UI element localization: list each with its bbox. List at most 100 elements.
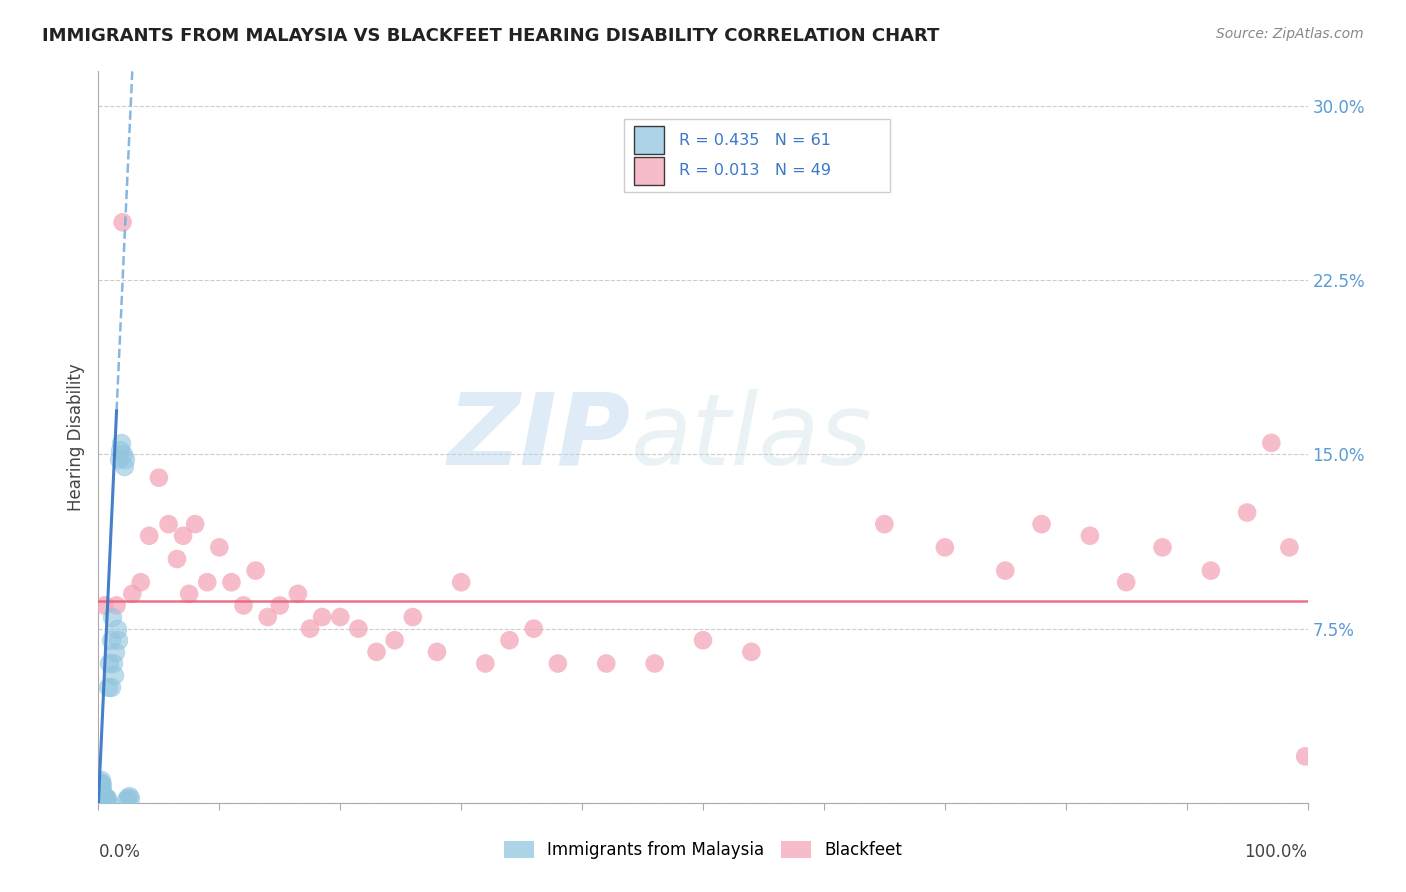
Point xyxy=(96,791,118,805)
Point xyxy=(1294,749,1316,764)
Y-axis label: Hearing Disability: Hearing Disability xyxy=(66,363,84,511)
Point xyxy=(91,793,114,807)
Point xyxy=(91,793,114,807)
Point xyxy=(96,793,118,807)
Point xyxy=(90,791,112,805)
Point xyxy=(644,657,666,671)
Point xyxy=(157,517,180,532)
Point xyxy=(94,791,117,805)
Point xyxy=(111,215,134,229)
Point xyxy=(256,610,278,624)
Point xyxy=(89,784,111,798)
Point xyxy=(148,471,170,485)
Point xyxy=(93,793,115,807)
Point xyxy=(91,791,114,805)
Point xyxy=(402,610,425,624)
Point xyxy=(1278,541,1301,555)
Point xyxy=(498,633,520,648)
Point xyxy=(1031,517,1053,532)
Point xyxy=(384,633,406,648)
Point xyxy=(90,793,112,807)
Point xyxy=(89,787,111,801)
Point xyxy=(91,793,114,807)
Point xyxy=(138,529,160,543)
Point xyxy=(115,793,138,807)
Point xyxy=(89,793,111,807)
Point xyxy=(93,789,115,803)
Point xyxy=(523,622,546,636)
Point xyxy=(91,793,114,807)
Point xyxy=(287,587,309,601)
Point xyxy=(111,448,134,462)
Point xyxy=(195,575,218,590)
Point xyxy=(89,775,111,789)
Point xyxy=(100,610,122,624)
Point xyxy=(934,541,956,555)
Point xyxy=(1236,506,1258,520)
Point xyxy=(595,657,617,671)
Point xyxy=(90,787,112,801)
Point xyxy=(90,781,112,796)
Point xyxy=(269,599,291,613)
Point xyxy=(299,622,322,636)
Point xyxy=(1152,541,1174,555)
Point xyxy=(245,564,267,578)
Point xyxy=(94,793,117,807)
Point xyxy=(100,633,122,648)
Point xyxy=(90,793,112,807)
Point xyxy=(347,622,370,636)
Point xyxy=(90,784,112,798)
Point xyxy=(692,633,714,648)
Point xyxy=(91,777,114,791)
Point xyxy=(740,645,762,659)
Point xyxy=(112,459,135,474)
Point xyxy=(103,668,125,682)
Point xyxy=(105,599,128,613)
Point xyxy=(873,517,896,532)
Point xyxy=(118,791,141,805)
FancyBboxPatch shape xyxy=(634,127,664,154)
Text: atlas: atlas xyxy=(630,389,872,485)
Point xyxy=(1115,575,1137,590)
Point xyxy=(208,541,231,555)
Point xyxy=(172,529,194,543)
Point xyxy=(547,657,569,671)
Text: Source: ZipAtlas.com: Source: ZipAtlas.com xyxy=(1216,27,1364,41)
Point xyxy=(90,789,112,803)
Point xyxy=(89,791,111,805)
Point xyxy=(89,777,111,791)
Point xyxy=(1260,436,1282,450)
Point xyxy=(90,793,112,807)
FancyBboxPatch shape xyxy=(634,157,664,185)
Point xyxy=(184,517,207,532)
Text: IMMIGRANTS FROM MALAYSIA VS BLACKFEET HEARING DISABILITY CORRELATION CHART: IMMIGRANTS FROM MALAYSIA VS BLACKFEET HE… xyxy=(42,27,939,45)
Point xyxy=(110,436,132,450)
Point xyxy=(121,587,143,601)
Point xyxy=(117,791,139,805)
Point xyxy=(366,645,388,659)
Point xyxy=(426,645,449,659)
FancyBboxPatch shape xyxy=(624,119,890,192)
Point xyxy=(90,780,112,794)
Point xyxy=(474,657,496,671)
Point xyxy=(994,564,1017,578)
Point xyxy=(93,793,115,807)
Legend: Immigrants from Malaysia, Blackfeet: Immigrants from Malaysia, Blackfeet xyxy=(498,834,908,866)
Text: R = 0.013   N = 49: R = 0.013 N = 49 xyxy=(679,163,831,178)
Point xyxy=(329,610,352,624)
Text: 100.0%: 100.0% xyxy=(1244,843,1308,861)
Point xyxy=(1199,564,1222,578)
Point xyxy=(91,791,114,805)
Point xyxy=(89,793,111,807)
Point xyxy=(90,772,112,787)
Point xyxy=(114,452,136,467)
Point xyxy=(1078,529,1101,543)
Point xyxy=(179,587,201,601)
Point xyxy=(90,780,112,794)
Text: R = 0.435   N = 61: R = 0.435 N = 61 xyxy=(679,133,831,147)
Text: ZIP: ZIP xyxy=(447,389,630,485)
Point xyxy=(93,791,115,805)
Point xyxy=(101,657,124,671)
Point xyxy=(104,645,127,659)
Point xyxy=(221,575,243,590)
